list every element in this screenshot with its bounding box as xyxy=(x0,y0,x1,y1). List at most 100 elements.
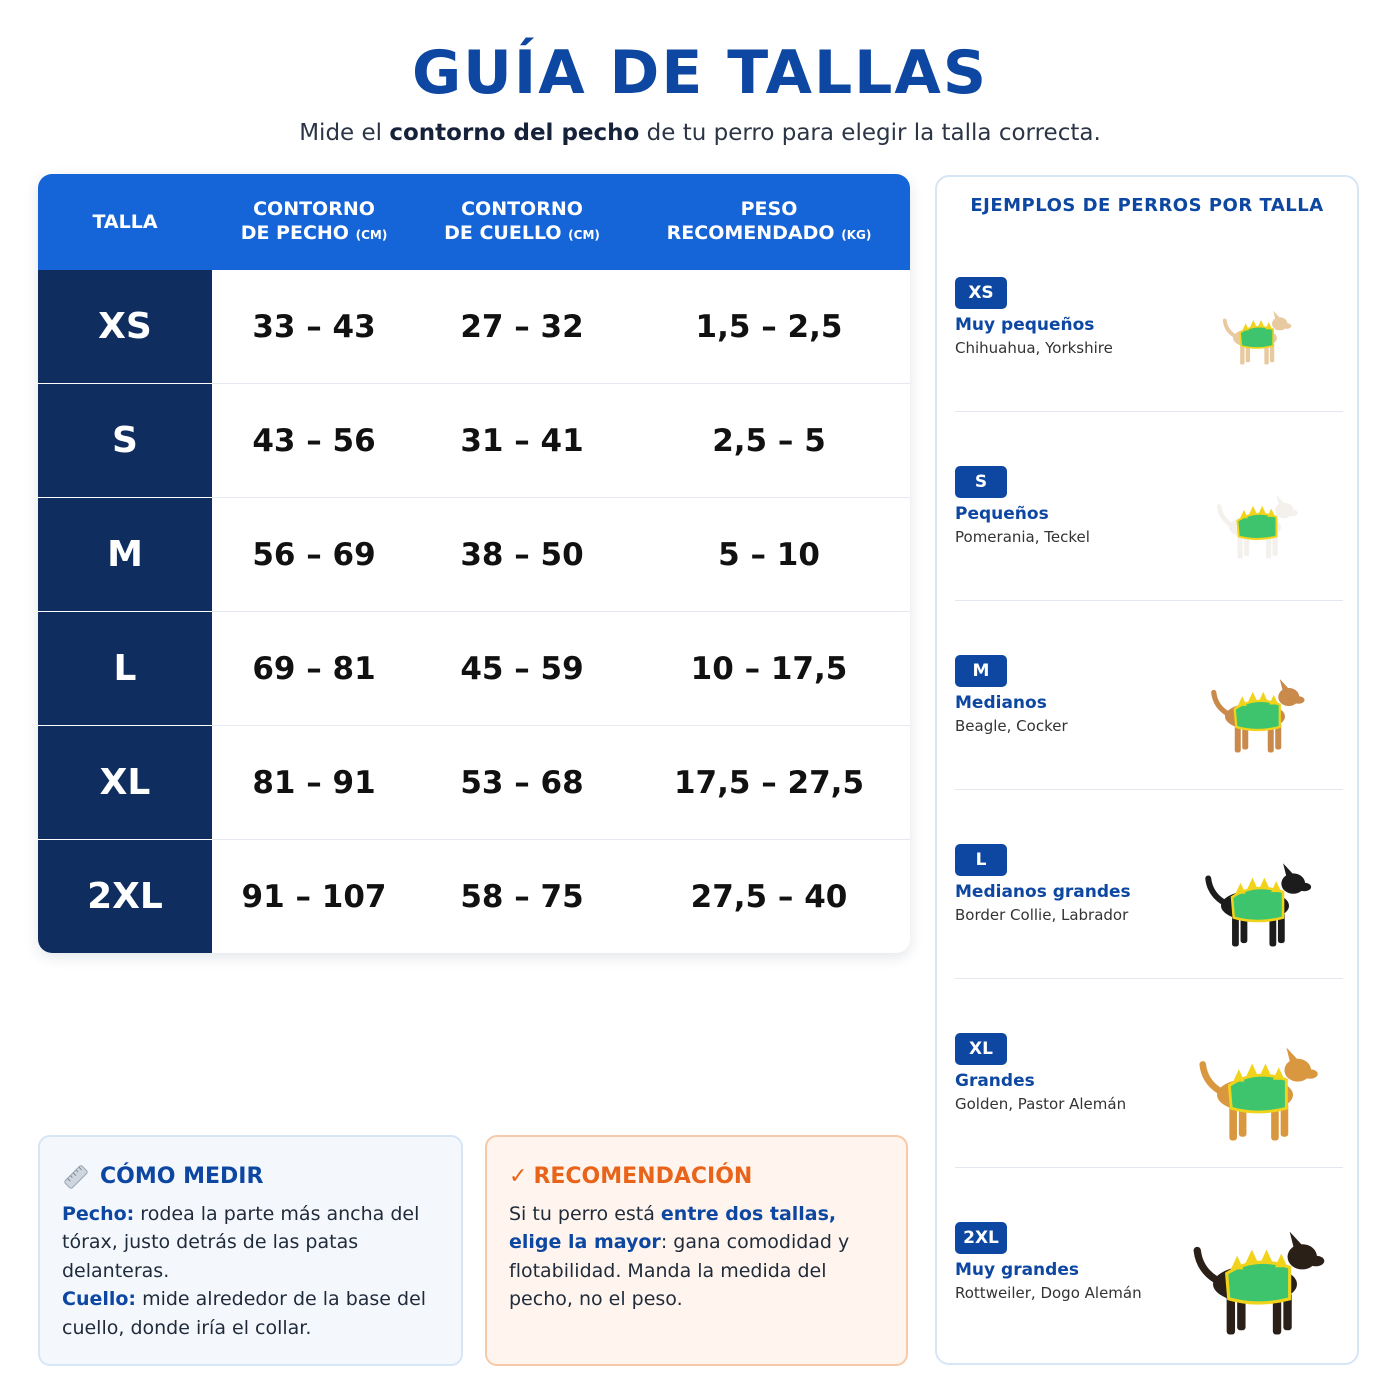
dog-tail xyxy=(1211,689,1230,717)
dog-illustration xyxy=(1193,1231,1325,1335)
example-label: Pequeños xyxy=(955,504,1049,524)
example-label: Muy grandes xyxy=(955,1260,1079,1280)
dog-figure xyxy=(1199,1047,1318,1141)
dog-vest xyxy=(1233,699,1281,732)
size-badge: XL xyxy=(955,1033,1007,1065)
dog-leg xyxy=(1229,1102,1237,1141)
recommendation-heading: ✓ RECOMENDACIÓN xyxy=(509,1163,884,1192)
example-label: Muy pequeños xyxy=(955,315,1095,335)
value-cell: 38 – 50 xyxy=(416,498,628,612)
dog-leg xyxy=(1234,722,1241,753)
vest-spike xyxy=(1265,322,1273,330)
check-icon: ✓ xyxy=(509,1164,528,1189)
measure-heading: CÓMO MEDIR xyxy=(62,1163,439,1192)
dog-leg xyxy=(1277,912,1285,944)
example-breeds: Pomerania, Teckel xyxy=(955,528,1090,546)
measure-paragraph: Pecho: rodea la parte más ancha del tóra… xyxy=(62,1200,439,1286)
vest-spike xyxy=(1240,509,1248,519)
example-breeds: Chihuahua, Yorkshire xyxy=(955,339,1113,357)
dog-vest xyxy=(1225,1260,1292,1305)
value-cell: 33 – 43 xyxy=(212,270,416,384)
value-cell: 27,5 – 40 xyxy=(628,840,910,953)
header-cell: PESO RECOMENDADO (KG) xyxy=(628,174,910,270)
recommendation-text: Si tu perro está entre dos tallas, elige… xyxy=(509,1200,884,1314)
vest-spike xyxy=(1245,1249,1259,1264)
example-breeds: Beagle, Cocker xyxy=(955,717,1068,735)
vest-spike xyxy=(1248,691,1258,702)
dog-ear xyxy=(1286,1047,1298,1063)
dog-snout xyxy=(1302,1069,1318,1079)
value-cell: 81 – 91 xyxy=(212,726,416,840)
vest-spike xyxy=(1271,881,1282,893)
vest-spike xyxy=(1267,508,1276,517)
dog-illustration xyxy=(1205,863,1312,947)
header-unit: (CM) xyxy=(355,228,388,242)
vest-spike xyxy=(1246,1063,1258,1076)
vest-spike xyxy=(1247,877,1258,889)
value-cell: 58 – 75 xyxy=(416,840,628,953)
size-badge: XS xyxy=(955,277,1007,309)
header-text: CONTORNO DE PECHO (CM) xyxy=(240,197,388,247)
example-item: XS Muy pequeños Chihuahua, Yorkshire xyxy=(955,277,1343,427)
separator xyxy=(955,411,1343,412)
dog-snout xyxy=(1287,509,1298,517)
value-cell: 45 – 59 xyxy=(416,612,628,726)
vest-spike xyxy=(1249,505,1257,515)
dog-vest xyxy=(1227,1073,1288,1114)
vest-spike xyxy=(1233,1069,1245,1082)
separator xyxy=(955,978,1343,979)
bold-run: contorno del pecho xyxy=(389,120,640,146)
size-cell: 2XL xyxy=(38,840,212,953)
measure-title: CÓMO MEDIR xyxy=(100,1164,264,1189)
header-label: TALLA xyxy=(92,211,158,233)
vest-spike xyxy=(1259,877,1270,889)
header-text: CONTORNO DE CUELLO (CM) xyxy=(444,197,600,247)
header-unit: (KG) xyxy=(841,228,872,242)
vest-spike xyxy=(1269,694,1279,705)
vest-spike xyxy=(1250,319,1257,328)
value-cell: 69 – 81 xyxy=(212,612,416,726)
vest-spike xyxy=(1259,1063,1272,1076)
value-cell: 2,5 – 5 xyxy=(628,384,910,498)
dog-vest xyxy=(1230,886,1285,923)
dog-illustration xyxy=(1211,679,1305,753)
vest-spike xyxy=(1260,1249,1273,1264)
vest-spike xyxy=(1258,691,1268,702)
example-item: 2XL Muy grandes Rottweiler, Dogo Alemán xyxy=(955,1222,1343,1372)
vest-spike xyxy=(1258,505,1267,515)
text-run: Mide el xyxy=(299,120,390,146)
dog-ear xyxy=(1276,494,1285,506)
dog-tail xyxy=(1222,318,1237,338)
dog-vest xyxy=(1239,325,1274,349)
vest-spike xyxy=(1242,323,1249,331)
value-cell: 1,5 – 2,5 xyxy=(628,270,910,384)
size-badge: L xyxy=(955,844,1007,876)
header-label: CONTORNO DE PECHO xyxy=(240,198,375,244)
recommendation-title: RECOMENDACIÓN xyxy=(533,1164,753,1189)
page-title: GUÍA DE TALLAS xyxy=(411,38,989,108)
dog-snout xyxy=(1292,696,1305,704)
dog-leg xyxy=(1275,722,1282,750)
text-run: de tu perro para elegir la talla correct… xyxy=(639,120,1101,146)
measure-box: CÓMO MEDIR Pecho: rodea la parte más anc… xyxy=(38,1135,463,1366)
dog-tail xyxy=(1216,504,1234,527)
example-item: XL Grandes Golden, Pastor Alemán xyxy=(955,1033,1343,1183)
value-cell: 17,5 – 27,5 xyxy=(628,726,910,840)
separator xyxy=(955,600,1343,601)
bold-run: Cuello: xyxy=(62,1288,137,1310)
size-badge: S xyxy=(955,466,1007,498)
dog-leg xyxy=(1232,912,1239,947)
size-cell: M xyxy=(38,498,212,612)
example-breeds: Rottweiler, Dogo Alemán xyxy=(955,1284,1142,1302)
header-label: CONTORNO DE CUELLO xyxy=(444,198,583,244)
size-cell: L xyxy=(38,612,212,726)
dog-figure xyxy=(1216,494,1298,559)
header-cell: TALLA xyxy=(38,174,212,270)
value-cell: 5 – 10 xyxy=(628,498,910,612)
value-cell: 91 – 107 xyxy=(212,840,416,953)
vest-spike xyxy=(1230,1255,1244,1270)
dog-snout xyxy=(1297,882,1312,892)
size-cell: XS xyxy=(38,270,212,384)
dog-snout xyxy=(1282,323,1292,329)
